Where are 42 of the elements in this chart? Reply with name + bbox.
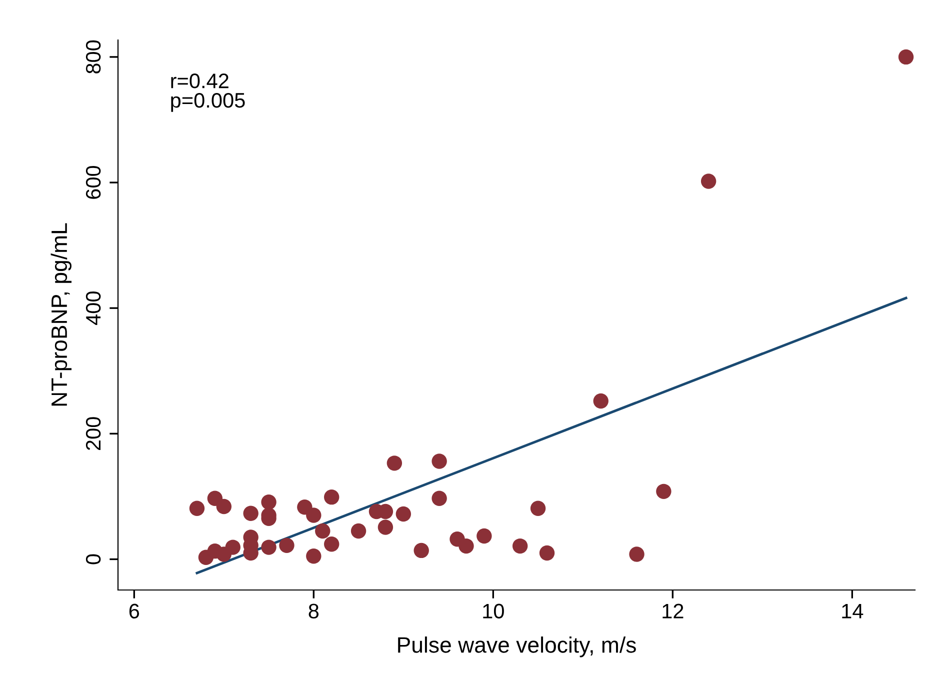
point [656,484,672,500]
point [306,548,322,564]
point [306,508,322,523]
point [225,540,240,555]
point [458,538,474,554]
point [189,500,205,516]
annotation: r=0.42 p=0.005 [171,74,245,112]
point [539,545,555,561]
point [414,542,429,558]
y-tick-label: 800 [86,40,101,74]
point [324,536,340,552]
x-tick-label: 8 [308,604,319,618]
point [261,494,276,510]
point [396,506,412,522]
point [279,538,294,554]
point [593,393,608,409]
x-tick-label: 10 [483,604,504,618]
point [243,506,258,522]
point [432,490,447,506]
point [629,546,644,562]
point [512,538,528,554]
y-tick-label: 200 [86,417,101,450]
point [386,456,402,471]
point [530,500,546,516]
point [350,523,366,539]
point [432,454,447,469]
point [216,498,232,514]
point [700,174,716,189]
y-axis-title: NT-proBNP, pg/mL [50,223,72,406]
x-tick-label: 6 [129,604,140,618]
point [324,489,340,505]
x-tick-label: 14 [842,604,864,618]
y-tick-label: 400 [86,292,101,325]
x-tick-label: 12 [662,604,684,618]
point [315,523,330,539]
point [476,528,492,544]
point [378,520,394,535]
point [898,49,914,65]
point [261,540,276,555]
y-tick-label: 600 [86,166,101,199]
x-axis-title: Pulse wave velocity, m/s [398,636,636,658]
y-tick-label: 0 [86,554,101,564]
